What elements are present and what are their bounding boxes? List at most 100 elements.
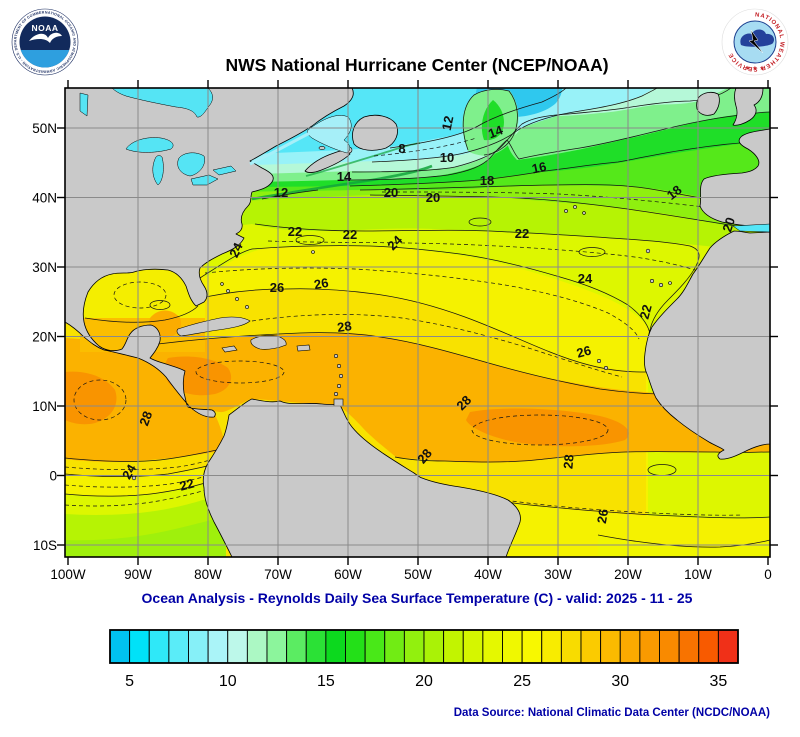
noaa-seagull-icon [29,32,62,43]
contour-value-label: 28 [336,318,352,335]
island-antilles [336,383,341,388]
page-title: NWS National Hurricane Center (NCEP/NOAA… [225,55,608,75]
contour-value-label: 16 [530,159,547,177]
caption: Ocean Analysis - Reynolds Daily Sea Surf… [142,590,693,606]
hudson-bay [111,88,213,118]
latlon-grid [65,88,770,557]
island-bahamas [235,297,239,301]
contour-value-label: 22 [343,227,357,242]
island-bermuda [311,250,315,254]
colorbar-cell [482,629,503,664]
colorbar-tick-label: 10 [219,673,237,690]
nws-cloud-icon [740,29,775,47]
lat-label: 10S [33,538,57,553]
lake-michigan [152,155,164,186]
colorbar-cell [345,629,366,664]
lon-label: 90W [124,567,152,582]
nws-logo: NATIONAL WEATHER SERVICE ★ ★ ★ [721,8,789,76]
colorbar-cell [717,629,739,664]
colorbar-cell [403,629,425,664]
colorbar-tick-label: 20 [415,673,433,690]
landmass-south-america [202,398,521,557]
contour-value-label: 24 [578,271,593,286]
colorbar-cell [325,629,346,664]
lon-label: 50W [404,567,432,582]
lat-label: 30N [32,260,57,275]
colorbar-cell [560,629,582,664]
lat-label: 40N [32,191,57,206]
nws-lightning-icon [748,29,764,54]
colorbar-cell [207,629,229,664]
contour-value-label: 10 [440,150,454,165]
island-bahamas [220,282,224,286]
gulf-stream-front [251,164,433,201]
contour-value-label: 20 [426,190,440,205]
lon-label: 20W [614,567,642,582]
landmass-africa [644,230,770,460]
noaa-logo-sea [19,50,71,68]
colorbar-cell [286,629,307,664]
colorbar-cell [246,629,268,664]
colorbar-cell [129,629,150,664]
landmass-great-britain [732,88,764,126]
lon-label: 70W [264,567,292,582]
landmass-nova-scotia [304,150,351,173]
colorbar-cell [580,629,602,664]
island-antilles [333,391,338,396]
colorbar-cell [698,629,719,664]
latitude-labels: 50N 40N 30N 20N 10N 0 10S [32,121,57,553]
strait-of-gibraltar [732,223,770,233]
island-puerto-rico [296,344,311,352]
island-azores [573,205,577,209]
island-bahamas [245,305,249,309]
island-madeira [645,248,651,254]
lat-label: 10N [32,399,57,414]
colorbar-cell [305,629,327,664]
contour-value-label: 12 [274,185,288,200]
contour-value-label: 12 [439,114,457,131]
colorbar-cell [364,629,386,664]
colorbar-tick-label: 30 [611,673,629,690]
contour-value-label: 28 [136,409,155,428]
lake-erie [190,174,219,186]
island-trinidad [333,398,344,407]
colorbar-cell [678,629,700,664]
colorbar-tick-label: 35 [709,673,727,690]
island-antilles [338,373,343,378]
data-source-note: Data Source: National Climatic Data Cent… [454,707,770,719]
lake-ontario [212,165,237,176]
lon-label: 30W [544,567,572,582]
colorbar-tick-label: 15 [317,673,335,690]
landmasses [65,88,770,557]
colorbar-frame [109,629,739,664]
noaa-wordmark: NOAA [31,23,58,33]
contour-value-label: 24 [226,240,246,260]
colorbar-cell [443,629,464,664]
island-cape-verde [596,358,601,363]
contour-value-label: 14 [337,169,352,184]
colorbar-cell [521,629,543,664]
island-canary [658,282,663,287]
island-jamaica [221,345,238,353]
lat-label: 20N [32,330,57,345]
contour-value-label: 8 [398,141,405,156]
lon-label: 100W [50,567,86,582]
island-azores [564,209,568,213]
colorbar-cell [600,629,621,664]
contour-value-label: 26 [575,343,593,361]
colorbar-tick-label: 25 [513,673,531,690]
contour-value-label: 28 [560,454,576,470]
island-cape-verde [603,365,608,370]
island-hispaniola [250,335,287,350]
island-antilles [336,363,341,368]
noaa-logo: NATIONAL OCEANIC AND ATMOSPHERIC ADMINIS… [0,0,79,76]
contour-value-label: 26 [313,275,330,292]
island-bahamas [226,289,230,293]
island-antilles [333,353,338,358]
contour-value-label: 18 [480,173,494,188]
gulf-of-st-lawrence [306,115,352,154]
map-canvas [65,88,770,557]
colorbar-cell [168,629,189,664]
